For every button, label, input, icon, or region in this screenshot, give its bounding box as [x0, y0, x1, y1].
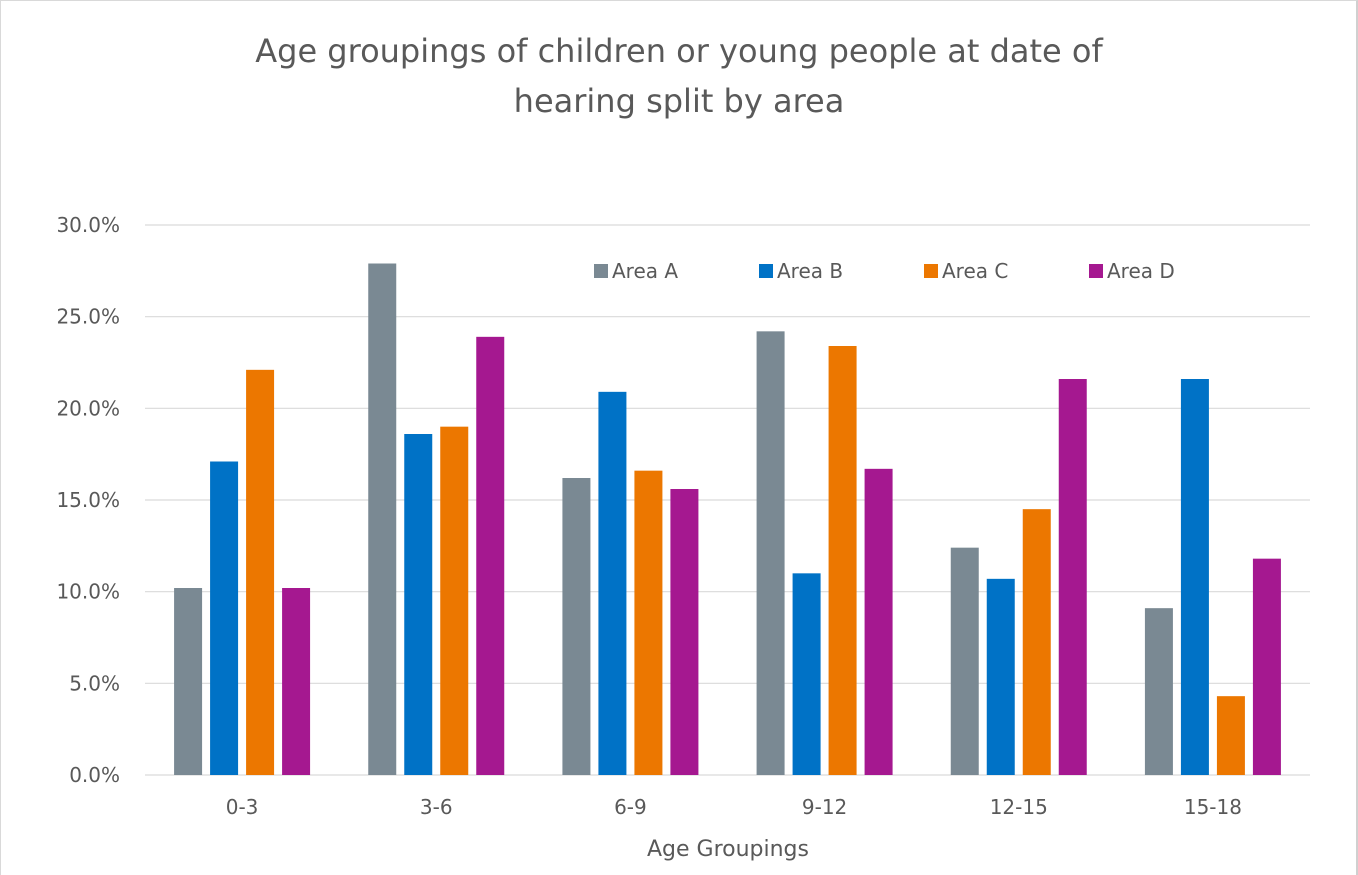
chart-title-line-2: hearing split by area: [514, 82, 845, 120]
bar-area-d-12-15: [1058, 379, 1087, 775]
chart-title-line-1: Age groupings of children or young peopl…: [255, 32, 1103, 70]
bar-area-b-9-12: [792, 573, 821, 775]
bar-area-b-6-9: [598, 391, 627, 775]
x-category-label: 6-9: [614, 795, 647, 819]
bar-area-d-0-3: [282, 588, 311, 775]
x-category-label: 15-18: [1184, 795, 1242, 819]
y-axis-tick-labels: 0.0% 5.0% 10.0% 15.0% 20.0% 25.0% 30.0%: [56, 213, 120, 787]
bar-area-a-15-18: [1144, 608, 1173, 775]
x-category-label: 9-12: [802, 795, 847, 819]
chart-title: Age groupings of children or young peopl…: [255, 32, 1103, 120]
legend: Area A Area B Area C Area D: [594, 259, 1175, 283]
legend-swatch: [1089, 264, 1103, 278]
bar-area-c-9-12: [828, 346, 857, 775]
legend-label: Area B: [777, 259, 843, 283]
bar-area-c-15-18: [1216, 696, 1245, 775]
x-category-label: 0-3: [226, 795, 259, 819]
bar-area-a-0-3: [174, 588, 203, 775]
bar-area-b-0-3: [210, 461, 239, 775]
bar-area-d-15-18: [1252, 558, 1281, 775]
bars: [174, 263, 1281, 775]
y-tick-label: 0.0%: [69, 763, 120, 787]
bar-area-a-3-6: [368, 263, 397, 775]
bar-area-b-15-18: [1180, 379, 1209, 775]
bar-area-b-3-6: [404, 434, 433, 775]
x-axis-category-labels: 0-3 3-6 6-9 9-12 12-15 15-18: [226, 795, 1242, 819]
bar-area-d-6-9: [670, 489, 699, 775]
legend-swatch: [594, 264, 608, 278]
legend-label: Area C: [942, 259, 1008, 283]
bar-area-c-0-3: [246, 369, 275, 775]
legend-label: Area A: [612, 259, 678, 283]
bar-area-a-6-9: [562, 478, 591, 775]
legend-swatch: [924, 264, 938, 278]
bar-area-c-6-9: [634, 470, 663, 775]
y-tick-label: 20.0%: [56, 396, 120, 420]
legend-swatch: [759, 264, 773, 278]
bar-area-a-9-12: [756, 331, 785, 775]
y-tick-label: 10.0%: [56, 580, 120, 604]
x-axis-title: Age Groupings: [647, 837, 809, 862]
bar-area-c-3-6: [440, 426, 469, 775]
y-tick-label: 15.0%: [56, 488, 120, 512]
x-category-label: 12-15: [990, 795, 1048, 819]
bar-area-a-12-15: [950, 547, 979, 775]
x-category-label: 3-6: [420, 795, 453, 819]
legend-label: Area D: [1107, 259, 1175, 283]
bar-area-d-9-12: [864, 468, 893, 775]
bar-area-b-12-15: [986, 578, 1015, 775]
bar-area-c-12-15: [1022, 509, 1051, 775]
y-tick-label: 5.0%: [69, 671, 120, 695]
y-tick-label: 25.0%: [56, 305, 120, 329]
bar-area-d-3-6: [476, 336, 505, 775]
y-tick-label: 30.0%: [56, 213, 120, 237]
gridlines: [145, 224, 1310, 776]
